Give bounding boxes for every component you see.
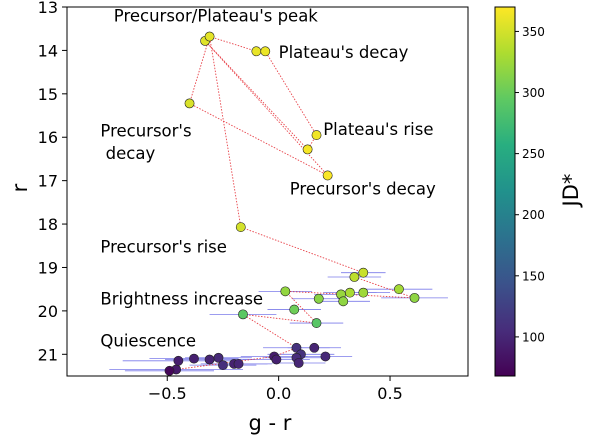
colorbar-tick-label: 300 [522,86,545,100]
data-point [271,354,282,365]
y-tick-label: 17 [38,172,58,191]
data-point [260,46,271,57]
data-point [311,318,322,328]
data-point [309,342,320,353]
annotation-label: Precursor's [100,121,191,140]
y-tick-label: 20 [38,302,58,321]
data-point [322,170,333,181]
annotation-label: Precursor's decay [290,180,436,199]
y-tick-label: 18 [38,215,58,234]
y-axis-title: r [8,183,32,192]
annotation-label: Plateau's rise [323,120,433,139]
colorbar-tick-label: 350 [522,25,545,39]
data-point [251,46,262,57]
colorbar-frame [494,6,516,377]
data-point [204,354,215,365]
data-point [302,144,313,155]
data-point [358,267,369,278]
data-point [280,286,291,297]
y-axis-ticks: 13 14 15 16 17 18 19 20 21 [38,0,67,364]
data-point [320,351,331,362]
data-point [311,130,322,140]
x-tick-label: −0.5 [148,384,187,403]
data-point [173,355,184,366]
data-point [235,222,246,232]
data-point [289,304,300,315]
x-axis-title: g - r [249,411,292,435]
plot-frame [66,6,469,377]
trajectory-line [176,36,415,370]
annotation-label: Plateau's decay [279,43,409,62]
data-point [164,365,175,376]
connecting-line [176,36,415,370]
colorbar-ticks: 100 150 200 250 300 350 [515,25,545,344]
annotation-label: Quiescence [100,331,196,350]
x-axis-ticks: −0.5 0.0 0.5 [148,376,403,403]
data-point [218,360,228,371]
x-tick-label: 0.0 [266,384,291,403]
annotation-label: decay [100,144,155,163]
data-point [358,287,369,298]
annotations: Precursor/Plateau's peak Plateau's decay P… [100,6,436,350]
colorbar: 100 150 200 250 300 350 JD* [494,6,583,377]
data-point [349,272,360,282]
annotation-label: Precursor/Plateau's peak [114,6,319,25]
data-point [238,309,248,320]
colorbar-tick-label: 200 [522,208,545,222]
data-point [233,358,244,369]
colorbar-tick-label: 100 [522,330,545,344]
y-tick-label: 19 [38,258,58,277]
colorbar-tick-label: 250 [522,147,545,161]
data-point [409,292,420,303]
data-point [184,98,195,109]
data-points [164,31,420,376]
y-tick-label: 13 [38,0,58,17]
x-tick-label: 0.5 [377,384,402,403]
data-point [345,287,355,298]
plot-area: Precursor/Plateau's peak Plateau's decay P… [100,6,448,376]
colorbar-gradient [495,7,515,376]
colorbar-label: JD* [559,174,583,209]
colorbar-tick-label: 150 [522,269,545,283]
annotation-label: Brightness increase [100,289,263,308]
data-point [394,284,404,295]
y-tick-label: 21 [38,345,58,364]
annotation-label: Precursor's rise [100,237,227,256]
y-tick-label: 16 [38,128,58,147]
data-point [189,353,199,364]
data-point [213,352,224,363]
y-tick-label: 14 [38,41,58,60]
data-point [293,358,304,368]
data-point [313,293,324,304]
data-point [204,31,215,42]
data-point [338,296,349,307]
y-tick-label: 15 [38,85,58,104]
